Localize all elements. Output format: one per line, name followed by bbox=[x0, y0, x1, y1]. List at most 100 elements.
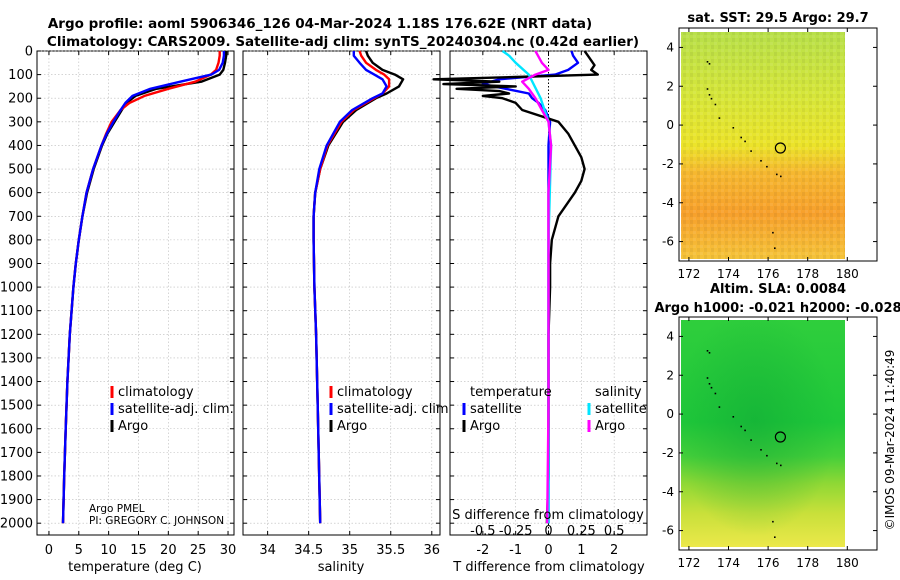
x-tick-label: 180 bbox=[836, 556, 859, 570]
island-dot bbox=[772, 231, 774, 234]
island-dot bbox=[750, 150, 752, 152]
y-tick-label: 2000 bbox=[0, 517, 33, 532]
island-dot bbox=[706, 350, 709, 352]
island-dot bbox=[774, 536, 776, 538]
pi-line1: Argo PMEL bbox=[89, 503, 145, 515]
y-tick-label: -2 bbox=[662, 157, 674, 171]
island-dot bbox=[744, 429, 746, 432]
island-dot bbox=[740, 136, 742, 139]
x-tick-label: 25 bbox=[190, 543, 207, 558]
y-tick-label: 0 bbox=[25, 45, 33, 60]
salinity-series bbox=[312, 50, 405, 524]
y-tick-label: 400 bbox=[8, 139, 33, 154]
sst-coastline bbox=[706, 61, 782, 249]
island-dot bbox=[744, 140, 746, 143]
legend-label-climatology: climatology bbox=[337, 385, 413, 400]
island-dot bbox=[714, 392, 717, 395]
island-dot bbox=[708, 383, 711, 385]
y-tick-label: 800 bbox=[8, 233, 33, 248]
temperature-ticks: 0100200300400500600700800900100011001200… bbox=[0, 45, 236, 559]
y-tick-label: 1700 bbox=[0, 446, 33, 461]
figure-title-line1: Argo profile: aoml 5906346_126 04-Mar-20… bbox=[48, 16, 592, 32]
y-tick-label: 1900 bbox=[0, 493, 33, 508]
x-tick-label: 180 bbox=[836, 267, 859, 281]
temperature-panel: 0100200300400500600700800900100011001200… bbox=[0, 45, 236, 576]
island-dot bbox=[710, 97, 713, 100]
x-tick-label: 35.5 bbox=[376, 543, 405, 558]
x-tick-label: 34 bbox=[259, 543, 276, 558]
y-tick-label: 2 bbox=[666, 368, 674, 382]
island-dot bbox=[708, 94, 711, 96]
top-tick-label: 0 bbox=[544, 524, 552, 539]
sst-map-ticks: 172 174 176 178 180 -6 -4 -2 0 2 4 bbox=[662, 28, 877, 281]
y-tick-label: 100 bbox=[8, 68, 33, 83]
legend-title-temperature: temperature bbox=[470, 385, 552, 400]
x-tick-label: 174 bbox=[717, 556, 740, 570]
legend-label-argo: Argo bbox=[118, 419, 148, 434]
island-dot bbox=[780, 464, 782, 467]
legend-label-sal-argo: Argo bbox=[595, 419, 625, 434]
legend-label-satellite: satellite-adj. clim. bbox=[337, 402, 453, 417]
island-dot bbox=[714, 103, 717, 106]
difference-top-xlabel: S difference from climatology bbox=[452, 508, 644, 523]
island-dot bbox=[750, 439, 752, 441]
sst-field-texture bbox=[681, 32, 845, 259]
sla-coastline bbox=[706, 350, 782, 538]
y-tick-label: 1100 bbox=[0, 304, 33, 319]
x-tick-label: -2 bbox=[476, 543, 489, 558]
island-dot bbox=[772, 520, 774, 523]
island-dot bbox=[706, 377, 709, 379]
y-tick-label: 700 bbox=[8, 210, 33, 225]
x-tick-label: 15 bbox=[130, 543, 147, 558]
y-tick-label: 4 bbox=[666, 40, 674, 54]
legend-title-salinity: salinity bbox=[595, 385, 642, 400]
legend-label-satellite: satellite-adj. clim. bbox=[118, 402, 234, 417]
island-dot bbox=[718, 117, 721, 119]
salinity-xlabel: salinity bbox=[318, 560, 365, 575]
x-tick-label: 30 bbox=[220, 543, 237, 558]
pi-line2: PI: GREGORY C. JOHNSON bbox=[89, 515, 224, 527]
temperature-series bbox=[61, 51, 228, 524]
top-tick-label: -0.25 bbox=[499, 524, 533, 539]
island-dot bbox=[774, 247, 776, 249]
x-tick-label: 172 bbox=[677, 267, 700, 281]
series-line-satellite bbox=[312, 51, 388, 524]
y-tick-label: 1300 bbox=[0, 351, 33, 366]
y-tick-label: -4 bbox=[662, 196, 674, 210]
island-dot bbox=[732, 416, 735, 418]
x-tick-label: 178 bbox=[796, 556, 819, 570]
island-dot bbox=[766, 454, 768, 457]
legend-label-temp-argo: Argo bbox=[470, 419, 500, 434]
island-dot bbox=[732, 127, 735, 129]
x-tick-label: 176 bbox=[757, 556, 780, 570]
y-tick-label: 2 bbox=[666, 79, 674, 93]
sla-field-shade bbox=[681, 320, 845, 547]
legend-label-argo: Argo bbox=[337, 419, 367, 434]
y-tick-label: 600 bbox=[8, 186, 33, 201]
sla-map-title-line1: Altim. SLA: 0.0084 bbox=[710, 282, 846, 297]
series-line-satellite bbox=[61, 51, 226, 524]
y-tick-label: 900 bbox=[8, 257, 33, 272]
x-tick-label: 10 bbox=[100, 543, 117, 558]
x-tick-label: 5 bbox=[75, 543, 83, 558]
sst-map-title: sat. SST: 29.5 Argo: 29.7 bbox=[687, 11, 868, 26]
island-dot bbox=[760, 449, 762, 451]
x-tick-label: 20 bbox=[160, 543, 177, 558]
y-tick-label: 1600 bbox=[0, 422, 33, 437]
temperature-legend: climatology satellite-adj. clim. Argo bbox=[110, 385, 234, 434]
imos-credit: ©IMOS 09-Mar-2024 11:40:49 bbox=[883, 350, 897, 531]
x-tick-label: 0 bbox=[544, 543, 552, 558]
y-tick-label: 0 bbox=[666, 118, 674, 132]
legend-label-sal-satellite: satellite bbox=[595, 402, 647, 417]
x-tick-label: 35 bbox=[341, 543, 358, 558]
salinity-grid bbox=[243, 50, 440, 535]
island-dot bbox=[710, 386, 713, 389]
sst-map: sat. SST: 29.5 Argo: 29.7 172 174 176 178 18… bbox=[662, 11, 878, 281]
top-tick-label: 0.5 bbox=[604, 524, 625, 539]
y-tick-label: 1800 bbox=[0, 469, 33, 484]
salinity-axes-frame bbox=[242, 50, 441, 536]
y-tick-label: 4 bbox=[666, 329, 674, 343]
island-dot bbox=[776, 173, 778, 176]
y-tick-label: -2 bbox=[662, 446, 674, 460]
sla-map: Altim. SLA: 0.0084 Argo h1000: -0.021 h2… bbox=[654, 282, 900, 570]
